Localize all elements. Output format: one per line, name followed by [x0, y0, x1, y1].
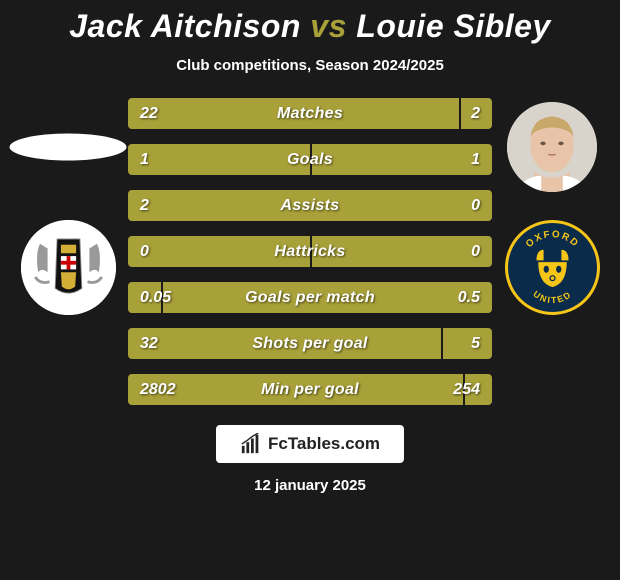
right-column: OXFORD UNITED: [492, 98, 612, 405]
stat-bars: 222Matches11Goals20Assists00Hattricks0.0…: [128, 98, 492, 405]
player1-avatar: [10, 134, 127, 161]
stat-label: Min per goal: [261, 381, 359, 399]
stat-value-left: 32: [140, 335, 158, 353]
chart-icon: [240, 433, 262, 455]
stat-value-left: 2802: [140, 381, 176, 399]
comparison-panel: 222Matches11Goals20Assists00Hattricks0.0…: [0, 98, 620, 405]
stat-value-right: 5: [471, 335, 480, 353]
player1-club-logo: [21, 220, 116, 315]
player1-name: Jack Aitchison: [69, 8, 301, 44]
bar-divider: [459, 98, 461, 129]
exeter-crest-icon: [21, 220, 116, 315]
stat-row: 1 1 Goals: [128, 144, 492, 175]
stat-row: 0.05 0.5 Goals per match: [128, 282, 492, 313]
stat-label: Assists: [280, 197, 339, 215]
brand-text: FcTables.com: [268, 434, 380, 454]
bar-left: [128, 144, 310, 175]
oxford-crest-icon: OXFORD UNITED: [508, 223, 597, 312]
stat-value-right: 254: [453, 381, 480, 399]
bar-right: [441, 328, 492, 359]
player2-name: Louie Sibley: [356, 8, 550, 44]
stat-label: Shots per goal: [252, 335, 367, 353]
stat-row: 2802 254 Min per goal: [128, 374, 492, 405]
stat-value-left: 2: [140, 197, 149, 215]
stat-row: 2 0 Assists: [128, 190, 492, 221]
stat-value-right: 0.5: [458, 289, 480, 307]
bar-divider: [441, 328, 443, 359]
stat-label: Goals: [287, 151, 333, 169]
stat-row: 0 0 Hattricks: [128, 236, 492, 267]
bar-right: [310, 144, 492, 175]
stat-label: Matches: [277, 105, 343, 123]
stat-value-left: 0.05: [140, 289, 171, 307]
player2-club-logo: OXFORD UNITED: [505, 220, 600, 315]
page-title: Jack Aitchison vs Louie Sibley: [69, 8, 551, 45]
stat-row: 32 5 Shots per goal: [128, 328, 492, 359]
stat-row: 222Matches: [128, 98, 492, 129]
stat-value-right: 0: [471, 243, 480, 261]
brand-badge: FcTables.com: [216, 425, 404, 463]
date-label: 12 january 2025: [254, 477, 366, 494]
player2-avatar: [507, 102, 597, 192]
subtitle: Club competitions, Season 2024/2025: [176, 57, 444, 74]
left-column: [8, 98, 128, 405]
vs-label: vs: [310, 8, 347, 44]
stat-value-left: 22: [140, 105, 158, 123]
stat-value-right: 2: [471, 105, 480, 123]
stat-label: Goals per match: [245, 289, 375, 307]
stat-value-right: 1: [471, 151, 480, 169]
footer: FcTables.com 12 january 2025: [216, 425, 404, 494]
stat-value-right: 0: [471, 197, 480, 215]
stat-label: Hattricks: [274, 243, 345, 261]
player2-face-icon: [507, 102, 597, 192]
stat-value-left: 1: [140, 151, 149, 169]
stat-value-left: 0: [140, 243, 149, 261]
